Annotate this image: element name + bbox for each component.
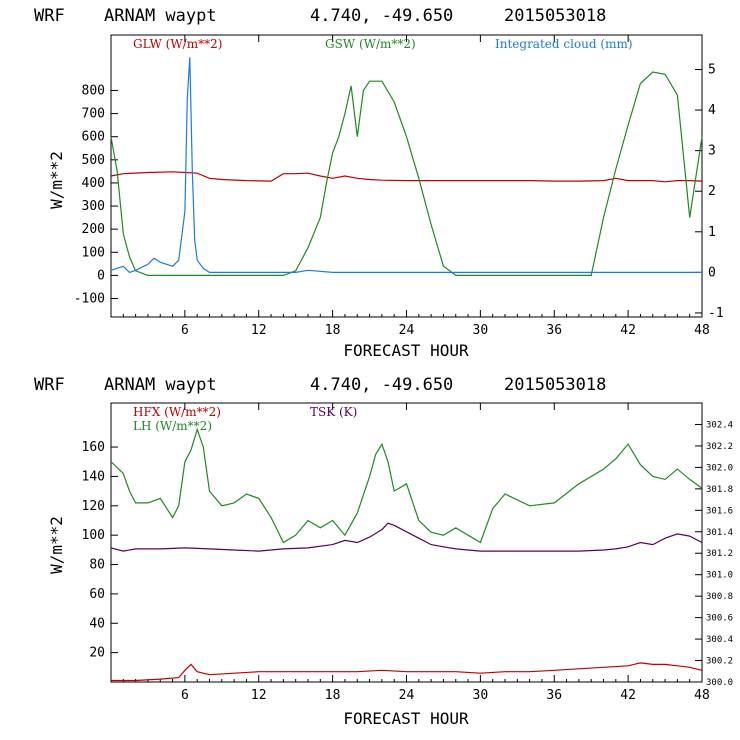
y-tick-label: 0 — [97, 268, 105, 283]
y-tick-label: 100 — [82, 528, 105, 543]
panel1-plot: 6 12 18 24 30 36 42 48 -10001002003004005006007… — [47, 34, 724, 360]
y-tick-label: 120 — [82, 499, 105, 514]
y2-tick-label: 302.4 — [706, 420, 733, 430]
panel2-xlabel: FORECAST HOUR — [343, 709, 469, 728]
x-tick-label: 12 — [251, 323, 267, 338]
series-line-integrated — [110, 57, 702, 274]
y2-tick-label: 302.0 — [706, 463, 733, 473]
panel1-station: ARNAM waypt — [104, 6, 217, 26]
panel2-ylabel: W/m**2 — [47, 516, 66, 574]
panel1-header: WRF ARNAM waypt 4.740, -49.650 201505301… — [34, 6, 606, 26]
x-tick-label: 18 — [325, 688, 341, 703]
x-tick-label: 42 — [620, 323, 636, 338]
panel1-date: 2015053018 — [504, 6, 606, 26]
panel2-header: WRF ARNAM waypt 4.740, -49.650 201505301… — [34, 375, 606, 395]
y2-tick-label: 300.8 — [706, 592, 733, 602]
y2-tick-label: 4 — [708, 103, 716, 118]
panel2-model: WRF — [34, 375, 65, 395]
panel1-ylabel: W/m**2 — [47, 151, 66, 209]
y2-tick-label: 2 — [708, 184, 716, 199]
y2-tick-label: 5 — [708, 62, 716, 77]
x-tick-label: 48 — [694, 323, 710, 338]
legend-glw: GLW (W/m**2) — [133, 37, 222, 51]
panel1-coords: 4.740, -49.650 — [310, 6, 453, 26]
panel2-frame — [110, 402, 703, 683]
series-line-glw — [110, 171, 703, 183]
x-tick-label: 24 — [399, 323, 415, 338]
y-tick-label: 400 — [82, 176, 105, 191]
legend-cloud: Integrated cloud (mm) — [495, 37, 633, 51]
y2-tick-label: -1 — [708, 306, 724, 321]
panel1-model: WRF — [34, 6, 65, 26]
y2-tick-label: 3 — [708, 144, 716, 159]
series-line-gsw — [110, 71, 703, 276]
y2-tick-label: 301.4 — [706, 528, 733, 538]
y-tick-label: -100 — [74, 292, 105, 307]
y-tick-label: 200 — [82, 222, 105, 237]
series-line-hfx — [111, 662, 703, 682]
x-tick-label: 36 — [546, 323, 562, 338]
y2-tick-label: 300.4 — [706, 635, 733, 645]
y-tick-label: 700 — [82, 107, 105, 122]
y2-tick-label: 301.2 — [706, 549, 733, 559]
y-tick-label: 500 — [82, 153, 105, 168]
panel2-coords: 4.740, -49.650 — [310, 375, 453, 395]
x-tick-label: 6 — [181, 688, 189, 703]
y2-tick-label: 300.6 — [706, 614, 733, 624]
y-tick-label: 800 — [82, 83, 105, 98]
panel2-plot: 6 12 18 24 30 36 42 48 20 40 60 80 100 120 140 160 300… — [47, 402, 733, 728]
x-tick-label: 42 — [620, 688, 636, 703]
x-tick-label: 30 — [473, 688, 489, 703]
legend-lh: LH (W/m**2) — [133, 419, 212, 433]
y2-tick-label: 0 — [708, 265, 716, 280]
series-line-tsk — [110, 522, 703, 552]
x-tick-label: 18 — [325, 323, 341, 338]
panel2-station: ARNAM waypt — [104, 375, 217, 395]
panel1-frame — [110, 34, 703, 318]
panel2-date: 2015053018 — [504, 375, 606, 395]
y2-tick-label: 300.2 — [706, 657, 733, 667]
y-tick-label: 300 — [82, 199, 105, 214]
y-tick-label: 80 — [89, 558, 105, 573]
legend-tsk: TSK (K) — [310, 405, 357, 419]
y-tick-label: 60 — [89, 587, 105, 602]
panel1-xlabel: FORECAST HOUR — [343, 341, 469, 360]
y2-tick-label: 301.0 — [706, 571, 733, 581]
y2-tick-label: 300.0 — [706, 678, 733, 688]
legend-hfx: HFX (W/m**2) — [133, 405, 221, 419]
y-tick-label: 40 — [89, 616, 105, 631]
series-line-lh — [110, 427, 703, 544]
x-tick-label: 48 — [694, 688, 710, 703]
x-tick-label: 12 — [251, 688, 267, 703]
y-tick-label: 600 — [82, 130, 105, 145]
y-tick-label: 20 — [89, 646, 105, 661]
y-tick-label: 140 — [82, 469, 105, 484]
legend-gsw: GSW (W/m**2) — [325, 37, 416, 51]
y2-tick-label: 302.2 — [706, 442, 733, 452]
y2-tick-label: 1 — [708, 225, 716, 240]
y-tick-label: 160 — [82, 440, 105, 455]
x-tick-label: 24 — [399, 688, 415, 703]
x-tick-label: 36 — [546, 688, 562, 703]
y-tick-label: 100 — [82, 245, 105, 260]
y2-tick-label: 301.8 — [706, 485, 733, 495]
y2-tick-label: 301.6 — [706, 506, 733, 516]
x-tick-label: 30 — [473, 323, 489, 338]
x-tick-label: 6 — [181, 323, 189, 338]
